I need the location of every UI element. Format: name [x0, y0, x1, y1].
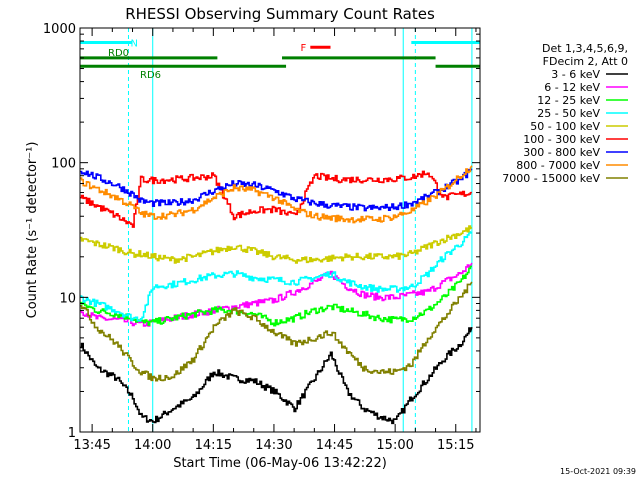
x-tick-label: 14:30: [255, 438, 292, 453]
series-line: [80, 265, 473, 327]
chart-title: RHESSI Observing Summary Count Rates: [125, 5, 435, 23]
series-line: [80, 262, 473, 327]
legend-label: 50 - 100 keV: [530, 120, 600, 133]
x-tick-label: 14:15: [195, 438, 232, 453]
legend: Det 1,3,4,5,6,9,FDecim 2, Att 03 - 6 keV…: [502, 42, 628, 185]
plot-marks: N F RD0 RD6: [79, 28, 480, 432]
x-tick-label: 14:45: [316, 438, 353, 453]
status-bar-label: RD0: [108, 48, 129, 59]
series-line: [80, 168, 473, 212]
axes: 1 10 100 1000 13:45 14:00 14:15 14:30 14:45 15:00…: [43, 22, 480, 453]
legend-label: 800 - 7000 keV: [516, 159, 600, 172]
series-line: [80, 281, 473, 382]
y-tick-label: 100: [51, 157, 76, 172]
y-tick-label: 10: [59, 291, 76, 306]
legend-label: 300 - 800 keV: [523, 146, 600, 159]
y-tick-label: 1: [68, 426, 76, 441]
legend-label: 100 - 300 keV: [523, 133, 600, 146]
legend-label: 7000 - 15000 keV: [502, 172, 600, 185]
legend-label: 6 - 12 keV: [544, 81, 600, 94]
legend-label: 12 - 25 keV: [537, 94, 600, 107]
y-axis-label: Count Rate (s⁻¹ detector⁻¹): [25, 142, 40, 319]
x-tick-label: 15:00: [376, 438, 413, 453]
x-axis-label: Start Time (06-May-06 13:42:22): [173, 456, 387, 471]
plot-frame: [79, 27, 481, 433]
status-bar-label: N: [131, 39, 138, 50]
legend-header: Det 1,3,4,5,6,9,: [542, 42, 628, 55]
legend-header: FDecim 2, Att 0: [543, 55, 628, 68]
series-line: [80, 165, 473, 224]
series-line: [80, 230, 473, 322]
series-line: [80, 225, 473, 264]
status-bar-label: F: [301, 43, 307, 54]
series-line: [80, 170, 473, 228]
legend-label: 3 - 6 keV: [551, 68, 600, 81]
timestamp: 15-Oct-2021 09:39: [560, 467, 636, 476]
y-tick-label: 1000: [43, 22, 76, 37]
x-tick-label: 15:15: [437, 438, 474, 453]
x-tick-label: 14:00: [134, 438, 171, 453]
legend-label: 25 - 50 keV: [537, 107, 600, 120]
status-bar-label: RD6: [140, 70, 161, 81]
x-tick-label: 13:45: [73, 438, 110, 453]
series-line: [80, 326, 473, 425]
